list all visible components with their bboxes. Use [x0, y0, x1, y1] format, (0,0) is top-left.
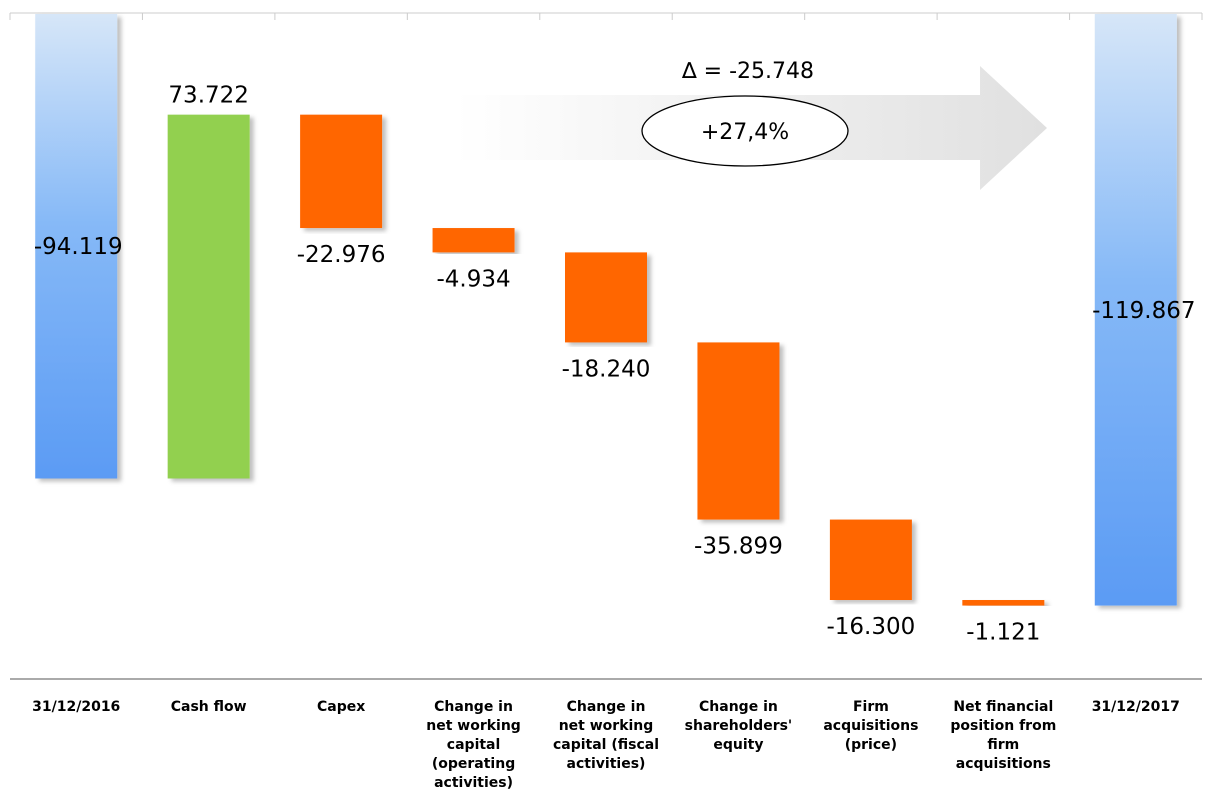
category-label-6-line-1: Change in [699, 699, 778, 715]
value-label-4: -4.934 [436, 266, 510, 292]
category-label-4-line-1: Change in [434, 699, 513, 715]
category-label-6-line-3: equity [713, 737, 763, 753]
value-label-2: 73.722 [168, 83, 248, 109]
category-label-5-line-3: capital (fiscal [553, 737, 659, 753]
category-label-3-line-1: Capex [317, 699, 365, 715]
category-label-2-line-1: Cash flow [171, 699, 247, 715]
category-label-8-line-1: Net financial [953, 699, 1053, 715]
category-labels-layer: 31/12/2016 Cash flow Capex Change in net wor… [32, 699, 1180, 791]
category-label-7-line-1: Firm [853, 699, 889, 715]
category-label-4-line-3: capital [447, 737, 501, 753]
bar-5 [565, 252, 647, 343]
category-label-5-line-1: Change in [567, 699, 646, 715]
bar-9 [1094, 14, 1177, 606]
bar-4 [432, 228, 515, 253]
delta-label: ∆ = -25.748 [681, 59, 814, 84]
category-label-4-line-4: (operating [432, 756, 515, 772]
bars-layer [35, 14, 1177, 606]
category-label-8-line-4: acquisitions [956, 756, 1051, 772]
value-label-5: -18.240 [562, 356, 651, 382]
bar-6 [697, 342, 780, 520]
category-label-6-line-2: shareholders' [685, 718, 793, 734]
value-labels-layer: -94.119 73.722 -22.976 -4.934 -18.240 -35.899… [34, 83, 1196, 646]
category-label-8-line-3: firm [987, 737, 1019, 753]
bar-3 [300, 114, 383, 229]
value-label-7: -16.300 [826, 614, 915, 640]
category-label-1-line-1: 31/12/2016 [32, 699, 120, 715]
category-label-8-line-2: position from [950, 718, 1056, 734]
value-label-9: -119.867 [1092, 298, 1195, 324]
category-label-7-line-2: acquisitions [823, 718, 918, 734]
category-label-5-line-2: net working [559, 718, 654, 734]
change-arrow: ∆ = -25.748 +27,4% [455, 59, 1047, 190]
value-label-6: -35.899 [694, 534, 783, 560]
percent-ellipse [641, 95, 849, 167]
bar-8 [962, 600, 1045, 606]
bar-2 [167, 114, 250, 479]
category-label-4-line-2: net working [426, 718, 521, 734]
value-label-8: -1.121 [966, 620, 1040, 646]
category-label-4-line-5: activities) [434, 775, 513, 791]
category-label-9-line-1: 31/12/2017 [1092, 699, 1180, 715]
top-axis [9, 12, 1203, 20]
value-label-1: -94.119 [34, 234, 123, 260]
category-label-7-line-3: (price) [845, 737, 897, 753]
bar-1 [35, 14, 118, 479]
value-label-3: -22.976 [297, 242, 386, 268]
percent-label: +27,4% [701, 120, 789, 145]
category-label-5-line-4: activities) [567, 756, 646, 772]
bar-7 [829, 519, 912, 601]
